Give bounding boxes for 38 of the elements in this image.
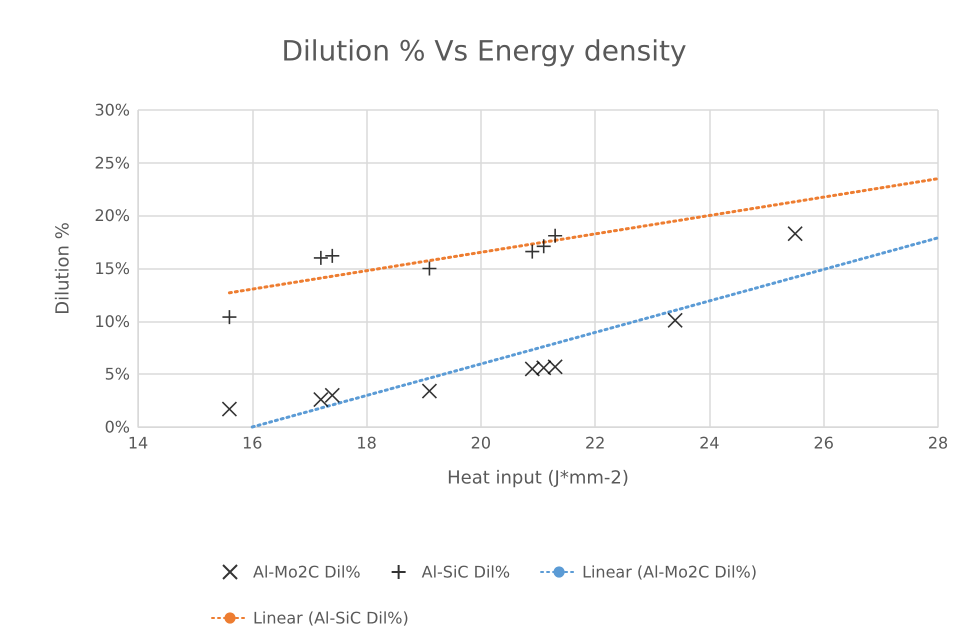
legend-label: Linear (Al-Mo2C Dil%): [582, 562, 757, 582]
legend-label: Al-Mo2C Dil%: [253, 562, 361, 582]
point: [422, 260, 438, 276]
x-tick-label: 22: [584, 434, 606, 452]
y-tick-label: 0%: [104, 418, 130, 436]
point: [524, 244, 540, 260]
x-tick-label: 26: [814, 434, 834, 452]
x-tick-label: 14: [128, 434, 148, 452]
x-tick-label: 18: [356, 434, 377, 452]
x-tick-label: 28: [928, 434, 948, 452]
legend-label: Linear (Al-SiC Dil%): [253, 608, 409, 628]
y-tick-label: 5%: [104, 364, 130, 384]
y-axis-title: Dilution %: [52, 222, 74, 315]
point: [313, 392, 329, 408]
point: [667, 312, 683, 328]
point: [313, 250, 329, 266]
point: [324, 388, 340, 404]
point: [787, 226, 803, 242]
point: [422, 383, 438, 399]
point: [536, 238, 552, 254]
point: [324, 248, 340, 264]
y-tick-label: 30%: [94, 100, 130, 120]
legend-label: Al-SiC Dil%: [422, 562, 510, 582]
point: [222, 309, 238, 325]
x-tick-label: 20: [470, 434, 492, 452]
y-tick-label: 15%: [94, 259, 130, 278]
point: [547, 358, 563, 375]
y-tick-label: 10%: [94, 312, 130, 331]
point: [222, 401, 238, 417]
x-tick-label: 16: [242, 434, 262, 452]
point: [536, 360, 552, 376]
x-axis-title: Heat input (J*mm-2): [447, 468, 629, 488]
point: [547, 228, 563, 244]
chart-title: Dilution % Vs Energy density: [281, 34, 687, 68]
x-tick-label: 24: [699, 434, 720, 452]
y-tick-label: 25%: [94, 153, 130, 172]
y-tick-label: 20%: [94, 206, 130, 226]
point: [524, 361, 540, 377]
